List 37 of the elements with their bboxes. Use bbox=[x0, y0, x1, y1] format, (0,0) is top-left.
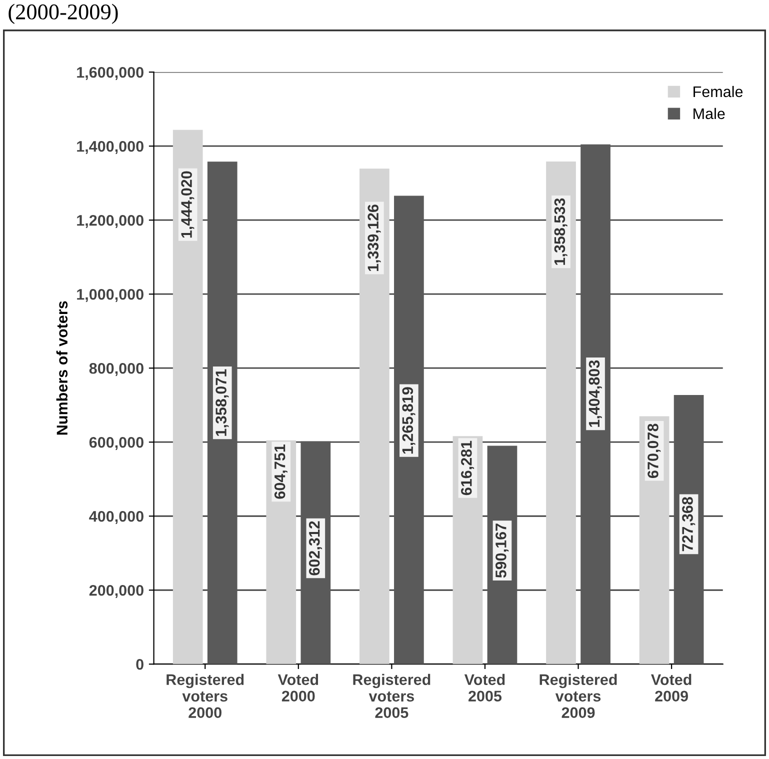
y-tick-label: 800,000 bbox=[89, 362, 144, 376]
y-axis-title: Numbers of voters bbox=[56, 301, 68, 435]
x-tick-label: Voted 2005 bbox=[464, 674, 505, 702]
data-label: 602,312 bbox=[308, 521, 322, 576]
bar bbox=[546, 161, 576, 664]
x-tick-label: Voted 2009 bbox=[651, 674, 692, 702]
y-tick-label: 1,600,000 bbox=[77, 66, 144, 80]
y-tick-label: 1,000,000 bbox=[77, 288, 144, 302]
y-tick-label: 200,000 bbox=[89, 584, 144, 598]
x-tick-label: Registered voters 2009 bbox=[540, 674, 617, 718]
chart-title: (2000-2009) bbox=[8, 4, 118, 24]
data-label: 1,339,126 bbox=[368, 204, 381, 272]
y-tick-label: 0 bbox=[136, 658, 144, 670]
x-tick-label: Voted 2000 bbox=[278, 674, 318, 702]
data-label: 727,368 bbox=[682, 497, 696, 552]
data-label: 1,358,071 bbox=[216, 369, 229, 436]
data-label: 1,265,819 bbox=[402, 387, 416, 454]
y-tick-label: 1,200,000 bbox=[77, 214, 144, 228]
data-label: 604,751 bbox=[274, 444, 288, 499]
bar bbox=[172, 130, 203, 664]
bar bbox=[580, 144, 610, 664]
data-label: 1,404,803 bbox=[588, 360, 602, 427]
bar bbox=[394, 196, 424, 664]
bar bbox=[207, 162, 238, 664]
x-tick-label: Registered voters 2000 bbox=[166, 674, 244, 718]
data-label: 1,358,533 bbox=[554, 198, 568, 265]
legend-label: Male bbox=[694, 108, 725, 120]
data-label: 590,167 bbox=[496, 524, 509, 578]
y-tick-label: 1,400,000 bbox=[77, 140, 144, 154]
legend-label: Female bbox=[694, 86, 743, 98]
y-tick-label: 600,000 bbox=[89, 436, 144, 450]
data-label: 670,078 bbox=[648, 424, 661, 478]
y-tick-label: 400,000 bbox=[89, 510, 144, 524]
x-tick-label: Registered voters 2005 bbox=[353, 674, 430, 718]
data-label: 1,444,020 bbox=[181, 171, 194, 238]
bar bbox=[360, 168, 390, 664]
data-label: 616,281 bbox=[461, 440, 474, 496]
